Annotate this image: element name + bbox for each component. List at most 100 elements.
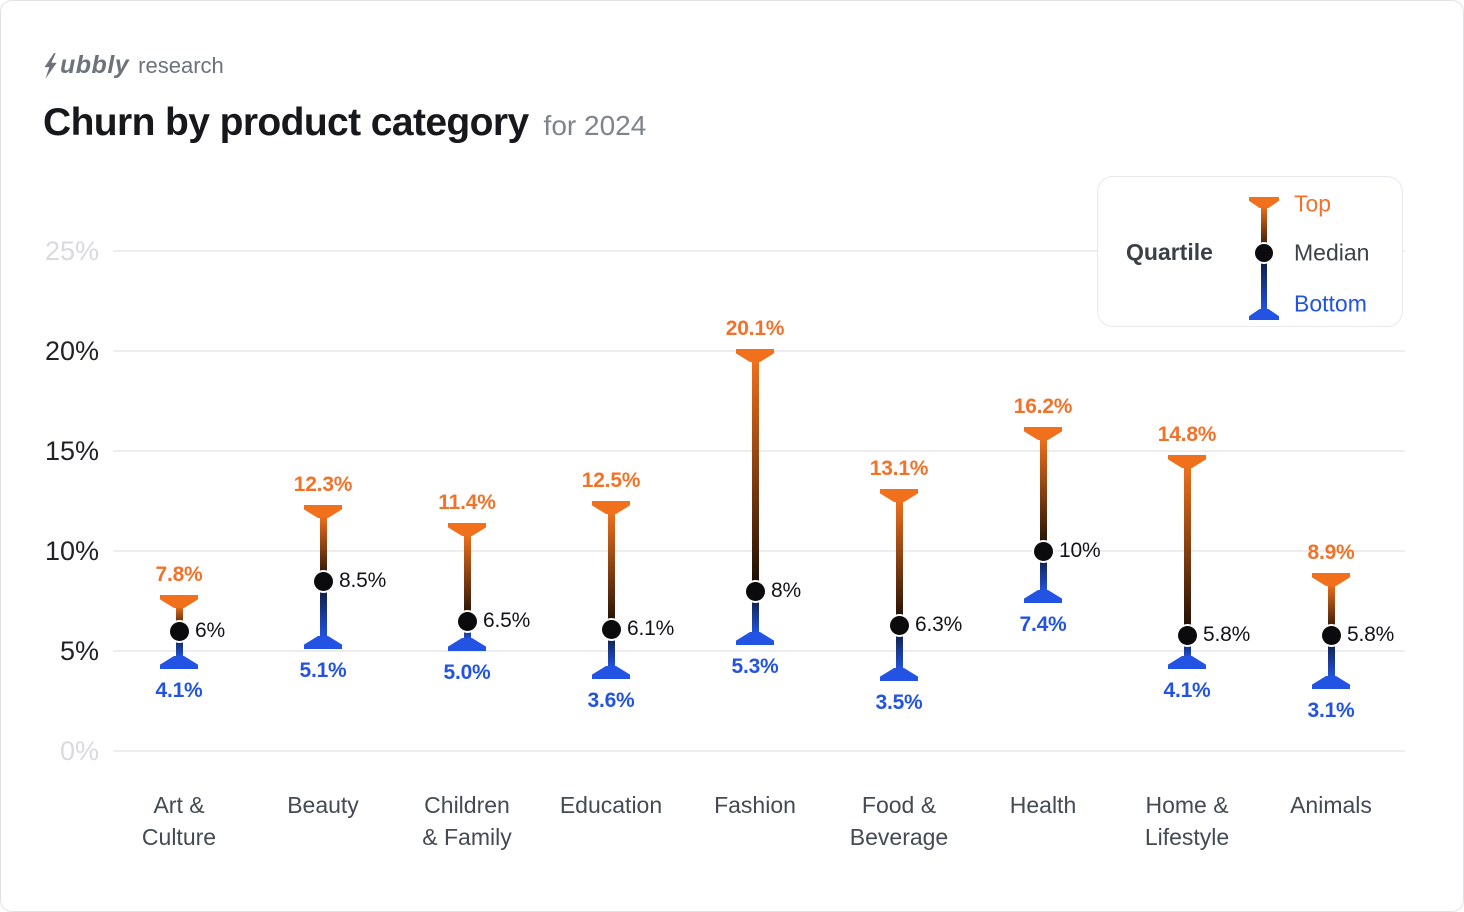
- gridline: [113, 450, 1405, 452]
- y-axis-tick-label: 20%: [44, 336, 99, 366]
- top-value-label: 14.8%: [1157, 423, 1217, 446]
- bottom-value-label: 3.6%: [587, 689, 635, 712]
- y-axis-tick-label: 15%: [44, 436, 99, 466]
- bottom-quartile-cap: [1249, 309, 1279, 320]
- median-value-label: 6.5%: [483, 609, 531, 632]
- gridline: [113, 250, 1405, 252]
- top-quartile-cap: [592, 501, 630, 514]
- quartile-stem-upper: [607, 512, 615, 629]
- quartile-stem-upper: [319, 516, 327, 581]
- quartile-stem-lower: [1039, 551, 1047, 592]
- legend-quartile-marker-icon: [1098, 177, 1402, 326]
- category-label: Art & Culture: [141, 792, 217, 850]
- median-dot: [1321, 625, 1341, 645]
- legend-label-top: Top: [1294, 190, 1332, 217]
- brand-suffix: research: [138, 52, 224, 78]
- top-quartile-cap: [1024, 427, 1062, 440]
- median-value-label: 5.8%: [1203, 623, 1251, 646]
- median-dot: [169, 621, 189, 641]
- top-quartile-cap: [304, 505, 342, 518]
- median-dot: [1033, 541, 1053, 561]
- bottom-value-label: 4.1%: [1163, 679, 1211, 702]
- quartile-stem-lower: [751, 591, 759, 634]
- quartile-stem-upper: [1183, 466, 1191, 635]
- gridline: [113, 550, 1405, 552]
- y-axis-tick-label: 10%: [44, 536, 99, 566]
- median-value-label: 6.3%: [915, 613, 963, 636]
- median-dot: [457, 611, 477, 631]
- median-dot: [1255, 244, 1273, 262]
- top-value-label: 11.4%: [438, 491, 496, 514]
- median-value-label: 8.5%: [339, 569, 387, 592]
- quartile-stem-upper: [175, 606, 183, 631]
- category-label: Animals: [1290, 792, 1372, 818]
- top-quartile-cap: [1168, 455, 1206, 468]
- legend-label-median: Median: [1294, 239, 1370, 266]
- quartile-stem-lower: [1261, 253, 1267, 311]
- y-axis-tick-label: 0%: [59, 736, 99, 766]
- median-value-label: 5.8%: [1347, 623, 1395, 646]
- top-quartile-cap: [1249, 197, 1279, 208]
- y-axis-tick-label: 25%: [44, 236, 99, 266]
- quartile-stem-lower: [607, 629, 615, 668]
- quartile-stem-lower: [319, 581, 327, 638]
- median-value-label: 8%: [771, 579, 801, 602]
- brand-name: ubbly: [60, 51, 130, 79]
- y-axis-tick-label: 5%: [59, 636, 99, 666]
- category-label: Fashion: [714, 792, 796, 818]
- top-value-label: 8.9%: [1307, 541, 1355, 564]
- bottom-value-label: 4.1%: [155, 679, 203, 702]
- top-quartile-cap: [880, 489, 918, 502]
- gridline: [113, 650, 1405, 652]
- page-title: Churn by product category for 2024: [43, 101, 646, 145]
- quartile-stem-lower: [1327, 635, 1335, 678]
- bottom-quartile-cap: [448, 638, 486, 651]
- category-label: Children & Family: [422, 792, 512, 850]
- top-value-label: 12.5%: [581, 469, 641, 492]
- quartile-stem-lower: [175, 631, 183, 658]
- bottom-value-label: 5.3%: [731, 655, 779, 678]
- category-label: Food & Beverage: [849, 792, 949, 850]
- median-dot: [313, 571, 333, 591]
- bottom-value-label: 5.1%: [299, 659, 347, 682]
- bottom-quartile-cap: [1168, 656, 1206, 669]
- quartile-stem-upper: [1327, 584, 1335, 635]
- category-label: Health: [1009, 792, 1077, 818]
- bottom-value-label: 7.4%: [1019, 613, 1067, 636]
- median-value-label: 6%: [195, 619, 225, 642]
- category-label: Home & Lifestyle: [1144, 792, 1230, 850]
- top-quartile-cap: [448, 523, 486, 536]
- top-value-label: 16.2%: [1013, 395, 1073, 418]
- quartile-stem-lower: [463, 621, 471, 640]
- median-dot: [889, 615, 909, 635]
- median-dot: [745, 581, 765, 601]
- quartile-stem-upper: [895, 500, 903, 625]
- median-dot: [601, 619, 621, 639]
- quartile-stem-lower: [895, 625, 903, 670]
- chart-subtitle: for 2024: [543, 110, 647, 141]
- median-dot: [1177, 625, 1197, 645]
- category-label: Beauty: [287, 792, 359, 818]
- lightning-bolt-icon: [44, 52, 57, 79]
- bottom-quartile-cap: [880, 668, 918, 681]
- legend: Quartile Top Median Bottom: [1097, 176, 1403, 327]
- quartile-stem-upper: [1039, 438, 1047, 551]
- quartile-stem-upper: [1261, 206, 1267, 253]
- quartile-stem-upper: [751, 360, 759, 591]
- quartile-stem-upper: [463, 534, 471, 621]
- top-quartile-cap: [736, 349, 774, 362]
- top-value-label: 7.8%: [155, 563, 203, 586]
- quartile-stem-lower: [1183, 635, 1191, 658]
- top-quartile-cap: [160, 595, 198, 608]
- bottom-quartile-cap: [592, 666, 630, 679]
- legend-label-bottom: Bottom: [1294, 290, 1367, 317]
- bottom-value-label: 5.0%: [443, 661, 491, 684]
- bottom-value-label: 3.1%: [1307, 699, 1355, 722]
- bottom-quartile-cap: [1024, 590, 1062, 603]
- bottom-quartile-cap: [160, 656, 198, 669]
- chart-title: Churn by product category: [43, 101, 529, 144]
- category-label: Education: [559, 792, 663, 818]
- median-value-label: 10%: [1059, 539, 1101, 562]
